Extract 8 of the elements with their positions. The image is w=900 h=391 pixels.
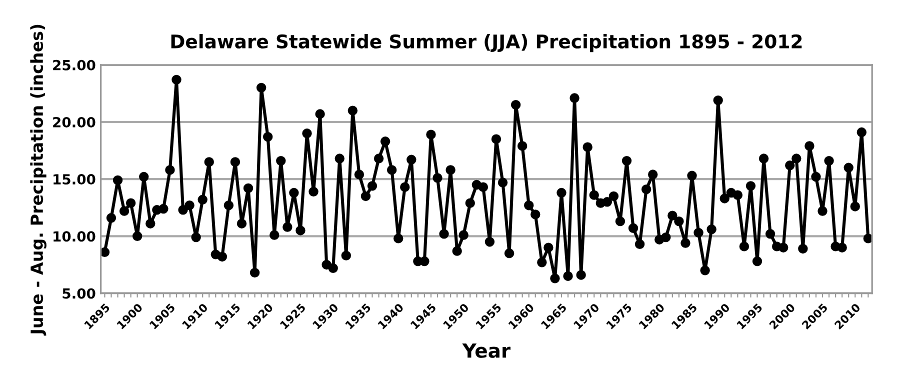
y-tick-label: 10.00 xyxy=(54,231,96,242)
y-tick-label: 5.00 xyxy=(62,288,96,299)
x-axis-title: Year xyxy=(462,343,510,358)
y-tick-label: 15.00 xyxy=(54,174,96,185)
y-tick-label: 25.00 xyxy=(53,60,96,70)
chart-title: Delaware Statewide Summer (JJA) Precipitation 1895 - 2012 xyxy=(171,34,802,52)
y-axis-title: June - Aug. Precipitation (inches) xyxy=(30,24,46,336)
y-tick-label: 20.00 xyxy=(53,116,96,128)
